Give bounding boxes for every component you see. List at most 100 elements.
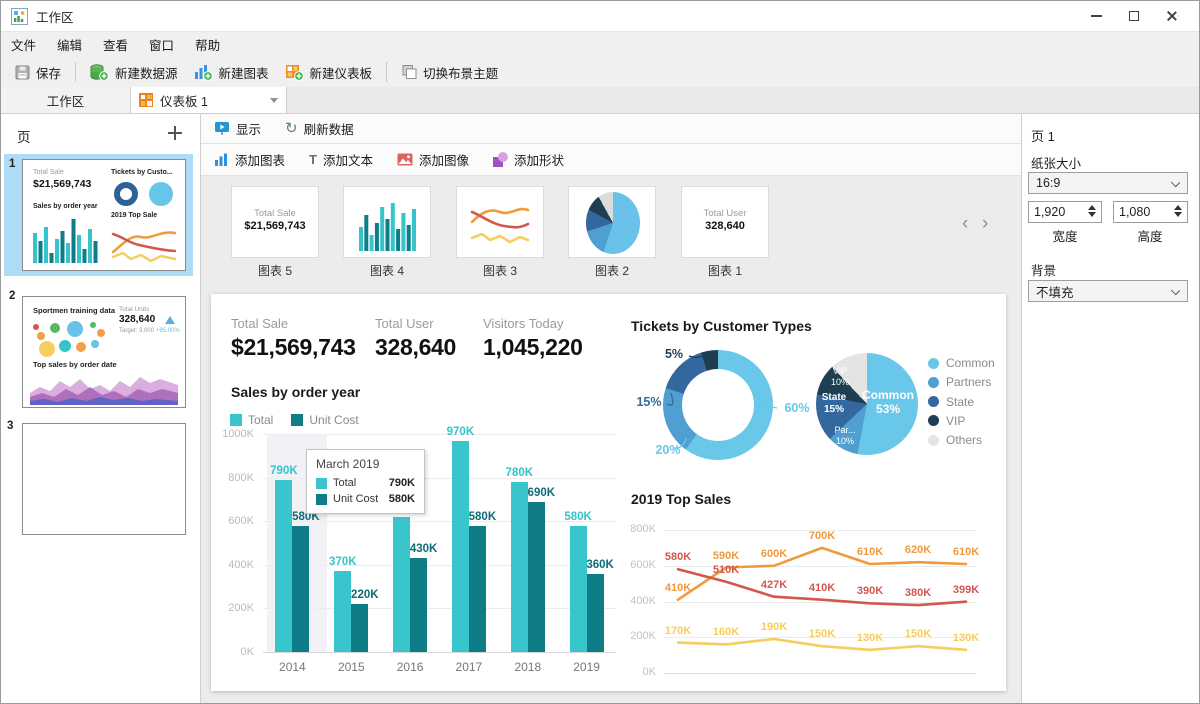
bar-value-label: 970K bbox=[446, 425, 475, 438]
bar bbox=[569, 525, 587, 652]
menu-bar: 文件 编辑 查看 窗口 帮助 bbox=[1, 31, 1199, 57]
bar bbox=[586, 573, 604, 652]
thumb-kpi-label: Total Sale bbox=[33, 169, 64, 176]
menu-help[interactable]: 帮助 bbox=[195, 39, 221, 53]
bar-chart-title: Sales by order year bbox=[231, 384, 361, 400]
dashboard-page-surface[interactable]: Total Sale $21,569,743 Total User 328,64… bbox=[211, 294, 1006, 691]
point-value-label: 170K bbox=[664, 624, 692, 637]
add-text-label: 添加文本 bbox=[322, 154, 373, 168]
close-button[interactable] bbox=[1153, 2, 1191, 30]
chevron-down-icon[interactable] bbox=[270, 97, 278, 103]
app-icon bbox=[11, 7, 28, 25]
stepper-arrows-icon[interactable] bbox=[1088, 205, 1096, 217]
bar bbox=[451, 440, 469, 652]
kpi-total-sale[interactable]: Total Sale $21,569,743 bbox=[231, 316, 356, 361]
bar-value-label: 370K bbox=[329, 556, 357, 569]
x-axis-tick: 2018 bbox=[514, 660, 542, 674]
insert-toolbar: 添加图表 T 添加文本 添加图像 添加形状 bbox=[201, 144, 1021, 176]
stepper-arrows-icon[interactable] bbox=[1174, 205, 1182, 217]
gridline bbox=[263, 521, 616, 523]
carousel-prev-button[interactable]: ‹ bbox=[962, 213, 969, 234]
add-page-button[interactable] bbox=[166, 124, 184, 142]
legend-dot bbox=[928, 376, 939, 388]
height-stepper[interactable]: 1,080 bbox=[1113, 201, 1188, 223]
minimize-button[interactable] bbox=[1077, 2, 1115, 30]
add-chart-icon bbox=[215, 153, 227, 166]
design-canvas: 显示 ↻ 刷新数据 添加图表 T 添加文 bbox=[201, 114, 1021, 703]
new-datasource-button[interactable]: 新建数据源 bbox=[82, 59, 186, 85]
bar-chart[interactable]: 0K 200K 400K 600K 800K 1000K 790K 580K 2014 370K… bbox=[221, 426, 623, 686]
background-select[interactable]: 不填充 bbox=[1028, 280, 1188, 302]
new-dashboard-label: 新建仪表板 bbox=[309, 66, 373, 81]
kpi-total-user[interactable]: Total User 328,640 bbox=[375, 316, 456, 361]
page-thumb-2[interactable]: 2 Sportmen training data Total Units 328… bbox=[4, 286, 193, 408]
pie-label-vip: VIP 10% bbox=[830, 366, 849, 387]
carousel-next-button[interactable]: › bbox=[982, 213, 989, 234]
paper-size-select[interactable]: 16:9 bbox=[1028, 172, 1188, 194]
point-value-label: 610K bbox=[856, 546, 884, 558]
kpi-label: Total Sale bbox=[231, 316, 289, 331]
bar bbox=[275, 479, 293, 652]
carousel-bar-chart bbox=[359, 203, 416, 251]
kpi-value: 1,045,220 bbox=[483, 334, 583, 360]
gridline bbox=[664, 673, 976, 674]
add-chart-button[interactable]: 添加图表 bbox=[214, 150, 285, 169]
carousel-item-chart1[interactable]: Total User 328,640 bbox=[681, 186, 769, 258]
gridline bbox=[263, 477, 616, 479]
bar-chart-legend: Total Unit Cost bbox=[230, 413, 359, 427]
page-thumb-3-preview bbox=[22, 423, 186, 535]
carousel-item-chart2[interactable] bbox=[568, 186, 656, 258]
carousel-item-chart3[interactable] bbox=[456, 186, 544, 258]
bar bbox=[527, 501, 545, 652]
new-chart-button[interactable]: 新建图表 bbox=[186, 59, 277, 85]
page-thumb-1-preview: Total Sale $21,569,743 Tickets by Custo.… bbox=[22, 159, 186, 271]
carousel-item-chart4[interactable] bbox=[343, 186, 431, 258]
tab-dashboard[interactable]: 仪表板 1 bbox=[131, 87, 287, 113]
bar-value-label: 690K bbox=[527, 486, 556, 499]
chevron-down-icon bbox=[1170, 177, 1181, 188]
bar bbox=[334, 571, 352, 652]
menu-window[interactable]: 窗口 bbox=[149, 39, 175, 53]
bar bbox=[410, 558, 428, 652]
minimize-icon bbox=[1090, 15, 1102, 17]
window-controls bbox=[1077, 2, 1191, 30]
tooltip-row: Total 790K bbox=[316, 477, 415, 489]
page-thumb-3[interactable]: 3 bbox=[4, 417, 193, 539]
y-axis-tick: 400K bbox=[630, 594, 656, 607]
tickets-donut[interactable] bbox=[663, 350, 773, 460]
tooltip-swatch-total bbox=[316, 477, 327, 489]
bar-legend-swatch bbox=[230, 414, 242, 426]
tab-workspace[interactable]: 工作区 bbox=[1, 87, 131, 113]
tickets-pie[interactable] bbox=[816, 353, 918, 455]
add-shape-button[interactable]: 添加形状 bbox=[493, 150, 564, 169]
delta-up-icon bbox=[165, 316, 175, 324]
line-chart[interactable]: 0K 200K 400K 600K 800K 410K 590K 600K 700K 610K 62… bbox=[626, 512, 991, 687]
legend-dot bbox=[928, 434, 939, 446]
background-label: 背景 bbox=[1031, 264, 1057, 278]
menu-view[interactable]: 查看 bbox=[103, 39, 129, 53]
legend-label: VIP bbox=[946, 413, 966, 428]
menu-file[interactable]: 文件 bbox=[11, 39, 37, 53]
add-image-button[interactable]: 添加图像 bbox=[397, 150, 469, 169]
page-thumb-1[interactable]: 1 Total Sale $21,569,743 Tickets by Cust… bbox=[4, 154, 193, 276]
kpi-visitors-today[interactable]: Visitors Today 1,045,220 bbox=[483, 316, 583, 361]
new-dashboard-button[interactable]: 新建仪表板 bbox=[277, 59, 381, 85]
save-button[interactable]: 保存 bbox=[7, 59, 69, 85]
carousel-item-chart5[interactable]: Total Sale $21,569,743 bbox=[231, 186, 319, 258]
maximize-button[interactable] bbox=[1115, 2, 1153, 30]
chart-tooltip: March 2019 Total 790K Unit Cost 580K bbox=[306, 449, 425, 514]
y-axis-tick: 800K bbox=[630, 523, 656, 535]
refresh-data-button[interactable]: ↻ 刷新数据 bbox=[285, 119, 354, 138]
add-text-button[interactable]: T 添加文本 bbox=[309, 150, 373, 169]
point-value-label: 380K bbox=[904, 587, 932, 600]
gridline bbox=[664, 530, 976, 531]
new-dashboard-icon bbox=[285, 64, 304, 81]
legend-label: Unit Cost bbox=[309, 413, 359, 427]
bar-chart-y-axis: 0K 200K 400K 600K 800K 1000K bbox=[221, 428, 257, 658]
menu-edit[interactable]: 编辑 bbox=[57, 39, 83, 53]
bar bbox=[468, 525, 486, 652]
width-stepper[interactable]: 1,920 bbox=[1028, 201, 1102, 223]
point-value-label: 590K bbox=[712, 549, 740, 562]
show-button[interactable]: 显示 bbox=[214, 119, 261, 138]
switch-theme-button[interactable]: 切换布景主题 bbox=[393, 59, 506, 85]
